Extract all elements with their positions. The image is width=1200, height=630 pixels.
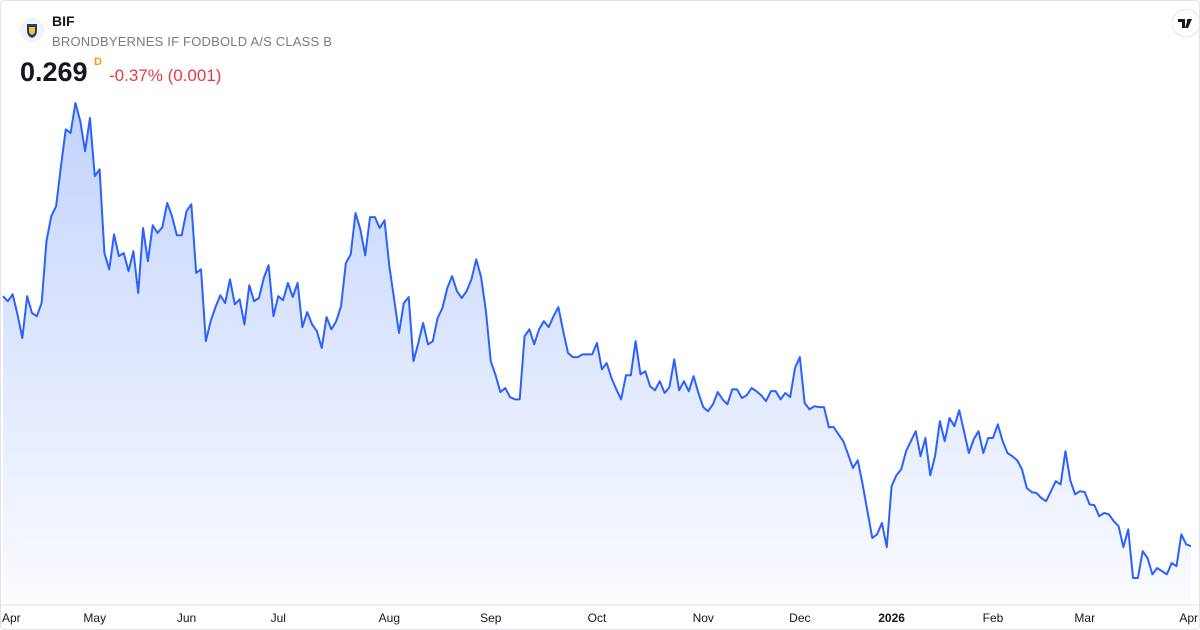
- description: BRONDBYERNES IF FODBOLD A/S CLASS B: [52, 34, 333, 49]
- x-tick-label: Jun: [177, 611, 196, 625]
- area-fill: [3, 103, 1191, 605]
- tradingview-logo[interactable]: [1172, 9, 1200, 37]
- resolution: D: [94, 56, 102, 68]
- x-tick-label: Feb: [983, 611, 1004, 625]
- plot: [2, 102, 1192, 605]
- x-tick-label: Nov: [693, 611, 714, 625]
- price-line: [2, 102, 1192, 579]
- x-tick-label: Oct: [588, 611, 607, 625]
- change: -0.37% (0.001): [109, 66, 222, 85]
- x-tick-label: Aug: [379, 611, 400, 625]
- x-tick-label: Sep: [480, 611, 502, 625]
- x-tick-label: Dec: [789, 611, 810, 625]
- symbol-logo: [20, 18, 44, 42]
- last-price: 0.269: [20, 57, 88, 87]
- x-axis: Apr May Jun Jul Aug Sep Oct Nov Dec 2026 Feb Mar Apr: [2, 611, 1198, 625]
- x-tick-label: May: [83, 611, 106, 625]
- x-tick-label: Apr: [2, 611, 21, 625]
- x-tick-label: Apr: [1179, 611, 1198, 625]
- x-tick-label: 2026: [878, 611, 905, 625]
- symbol: BIF: [52, 13, 75, 29]
- x-tick-label: Jul: [271, 611, 286, 625]
- x-tick-label: Mar: [1074, 611, 1095, 625]
